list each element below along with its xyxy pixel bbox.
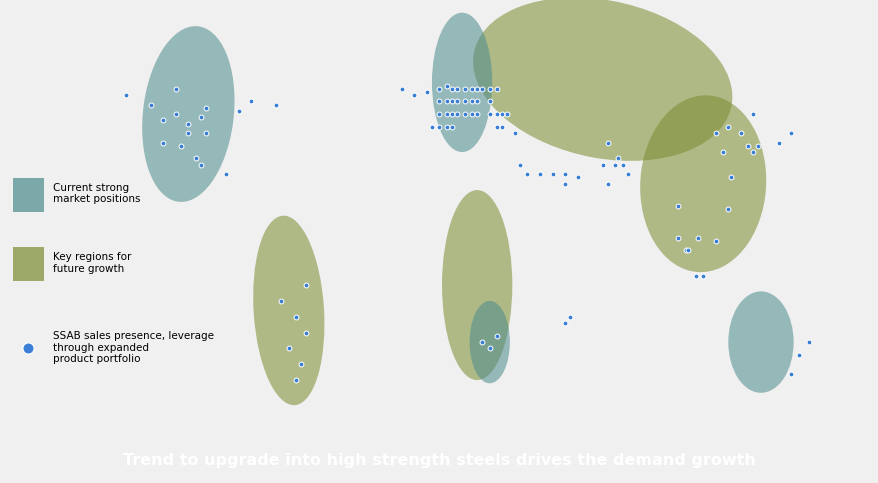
Ellipse shape <box>253 216 324 405</box>
Text: Trend to upgrade into high strength steels drives the demand growth: Trend to upgrade into high strength stee… <box>123 453 755 468</box>
Text: SSAB sales presence, leverage
through expanded
product portfolio: SSAB sales presence, leverage through ex… <box>54 331 214 364</box>
FancyBboxPatch shape <box>12 247 44 281</box>
Ellipse shape <box>442 190 512 380</box>
Ellipse shape <box>728 291 793 393</box>
Text: Current strong
market positions: Current strong market positions <box>54 183 140 204</box>
Text: Key regions for
future growth: Key regions for future growth <box>54 252 132 273</box>
Ellipse shape <box>472 0 731 161</box>
Ellipse shape <box>639 95 766 272</box>
Ellipse shape <box>431 13 492 152</box>
Ellipse shape <box>142 26 234 202</box>
FancyBboxPatch shape <box>12 178 44 213</box>
Ellipse shape <box>469 301 509 384</box>
